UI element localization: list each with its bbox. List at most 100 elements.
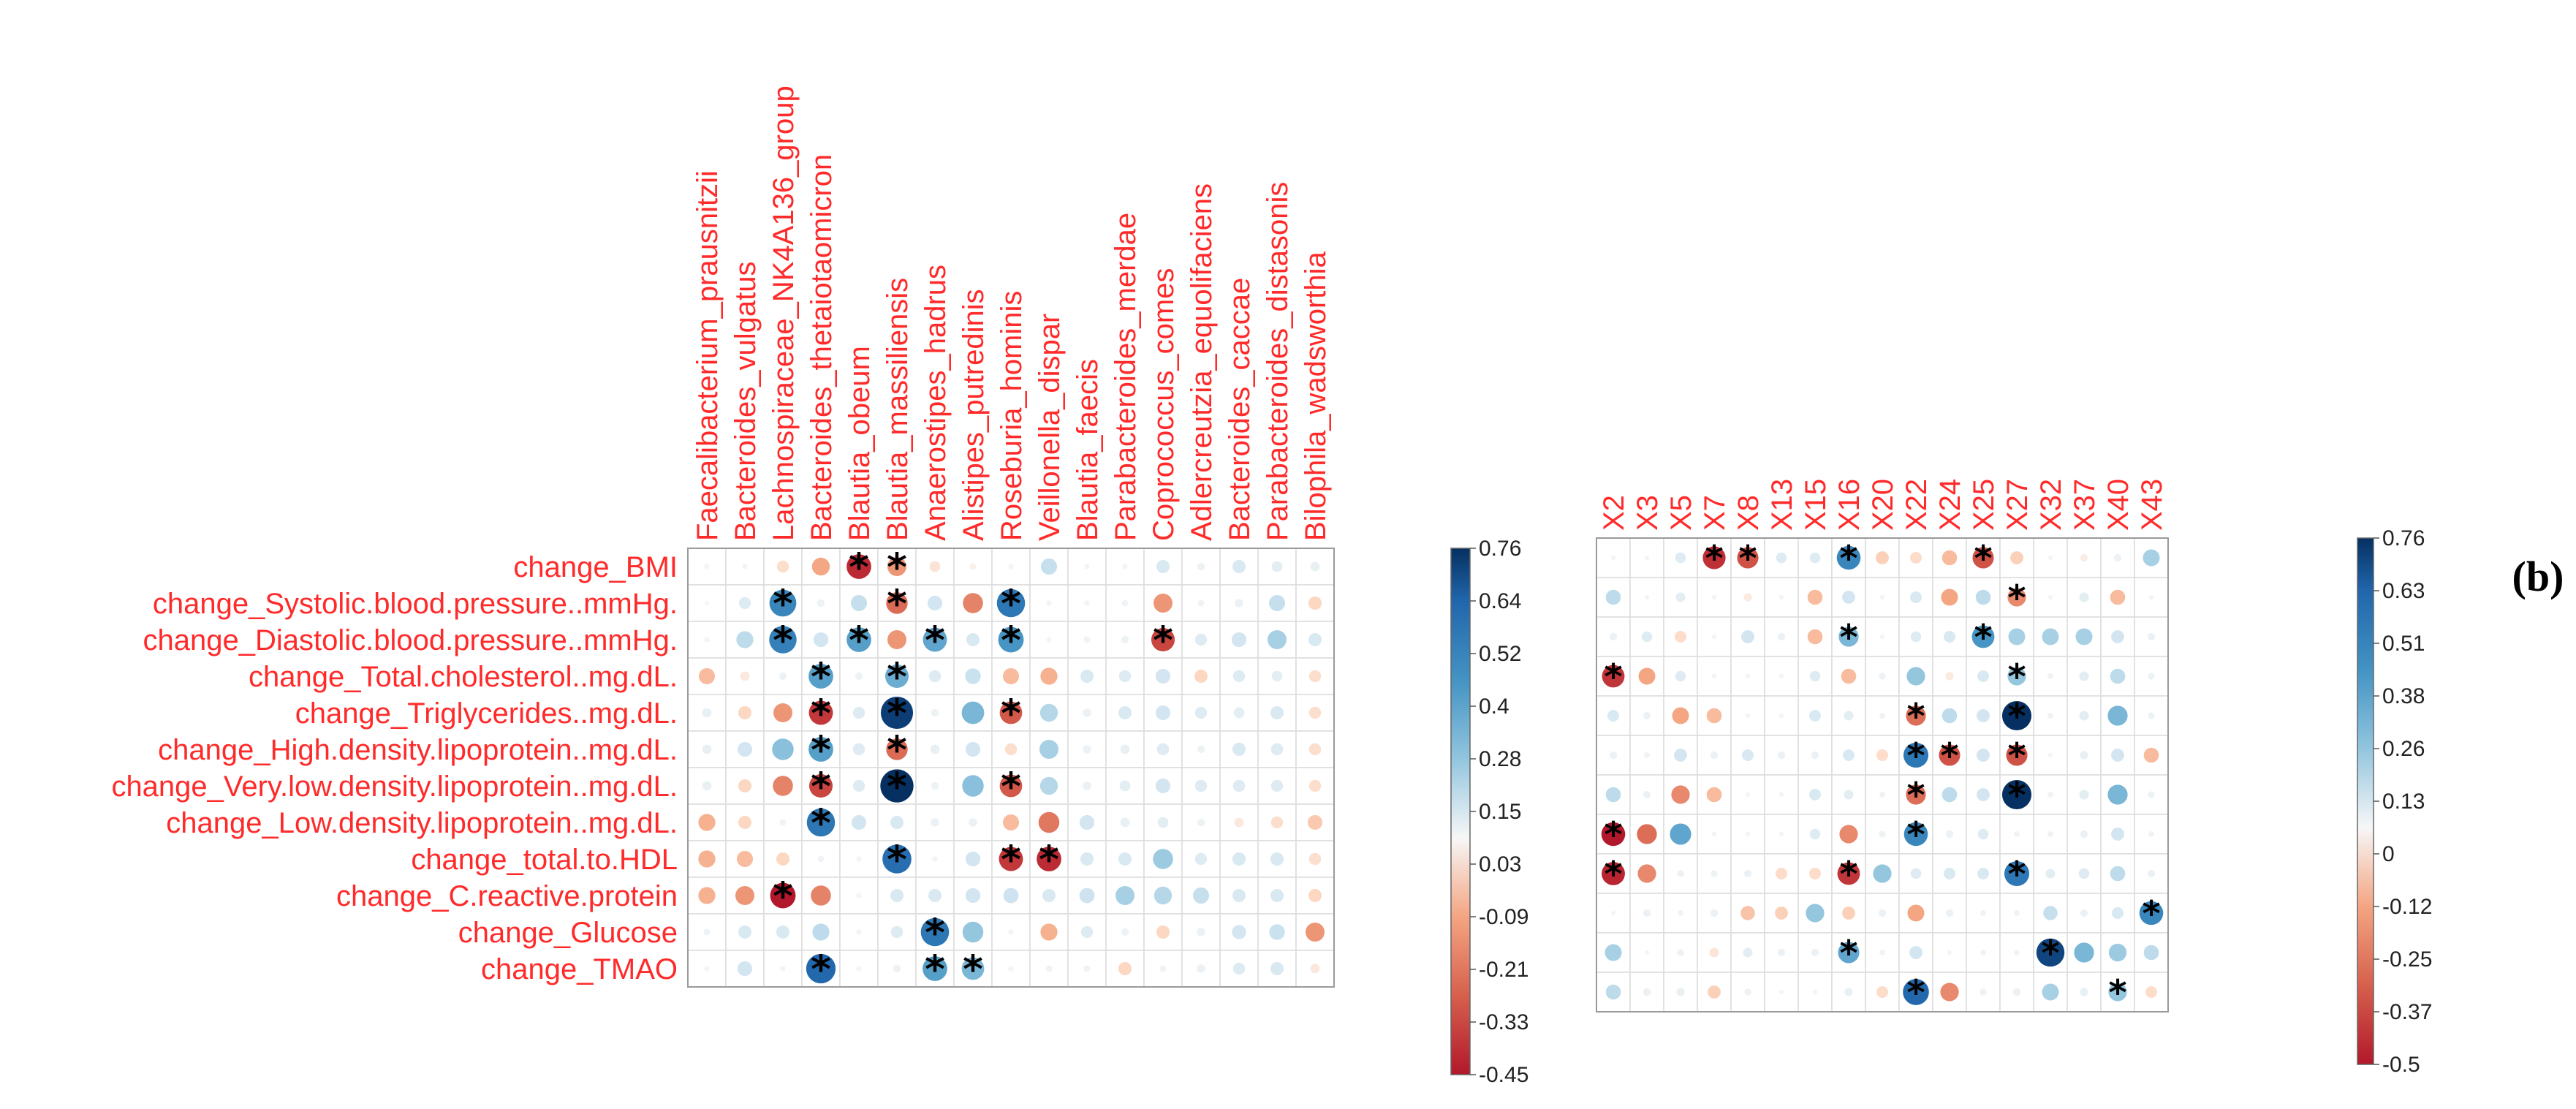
correlation-circle [1118,852,1132,866]
correlation-circle [698,887,716,904]
correlation-circle [1605,944,1622,961]
significance-star: * [1001,692,1021,736]
correlation-circle [931,818,939,827]
correlation-circle [1155,778,1171,794]
correlation-circle [1153,886,1173,905]
correlation-circle [1706,708,1722,724]
row-label: change_Glucose [458,917,678,949]
significance-star: * [1839,617,1857,658]
correlation-circle [1197,928,1205,936]
correlation-circle [1837,862,1860,885]
significance-star: * [1001,618,1021,663]
correlation-circle [852,706,865,719]
correlation-circle [1907,904,1925,922]
correlation-circle [702,708,712,718]
colorbar-tick-label: 0.26 [2382,737,2425,761]
correlation-circle [1601,822,1626,847]
correlation-circle [1308,852,1322,866]
correlation-circle [886,738,908,760]
correlation-circle [1157,817,1169,828]
correlation-circle [1842,906,1855,920]
column-label: X3 [1632,495,1664,531]
correlation-circle [1268,630,1287,649]
correlation-circle [1083,781,1091,790]
correlation-circle [773,703,792,722]
correlation-circle [1977,670,1989,682]
correlation-circle [2001,700,2032,731]
correlation-circle [2014,950,2020,955]
correlation-circle [776,560,789,573]
column-label: Bacteroides_vulgatus [730,262,762,541]
correlation-circle [2004,860,2030,887]
correlation-circle [856,893,862,898]
correlation-circle [1120,817,1130,828]
correlation-circle [1079,887,1095,904]
correlation-circle [962,921,984,943]
correlation-circle [1710,751,1719,760]
panel-label: (b) [2512,553,2564,600]
correlation-circle [1778,831,1784,837]
correlation-circle [2148,594,2154,600]
significance-star: * [1839,854,1857,895]
correlation-circle [1980,988,1987,996]
column-label: X27 [2001,479,2034,531]
colorbar-tick-label: 0.63 [2382,579,2425,603]
column-label: X20 [1867,479,1899,531]
significance-star: * [849,545,869,590]
correlation-circle [961,701,985,724]
correlation-circle [1811,751,1819,760]
column-label: Adlercreutzia_equolifaciens [1186,183,1218,541]
significance-star: * [887,545,907,590]
correlation-circle [887,557,906,576]
correlation-circle [2008,628,2026,646]
correlation-circle [1710,909,1719,917]
correlation-circle [2042,983,2059,1001]
correlation-circle [1910,868,1922,879]
correlation-circle [931,781,939,790]
significance-star: * [811,692,831,736]
correlation-circle [738,925,752,939]
correlation-circle [2143,945,2159,961]
correlation-circle [2043,906,2058,920]
correlation-circle [1879,830,1886,838]
correlation-circle [1675,670,1686,682]
correlation-circle [808,664,833,689]
correlation-circle [1743,869,1752,878]
row-label: change_Triglycerides..mg.dL. [295,697,678,730]
correlation-circle [811,885,831,906]
correlation-circle [773,776,793,796]
correlation-circle [856,929,862,935]
correlation-circle [1777,948,1786,957]
correlation-circle [1643,790,1651,799]
correlation-circle [851,814,867,830]
correlation-circle [740,671,750,681]
correlation-circle [2007,588,2026,607]
correlation-circle [772,738,794,760]
colorbar-tick-label: -0.25 [2382,947,2432,972]
correlation-circle [2047,792,2053,798]
row-label: change_Total.cholesterol..mg.dL. [249,661,678,693]
correlation-circle [1307,814,1323,830]
correlation-circle [1941,588,1958,606]
correlation-circle [1944,868,1955,879]
correlation-circle [1977,749,1990,762]
correlation-circle [1903,979,1929,1005]
correlation-circle [736,850,754,868]
correlation-circle [806,808,836,837]
column-label: X25 [1968,479,2000,531]
correlation-circle [1268,594,1286,612]
correlation-circle [2139,901,2164,926]
correlation-circle [2047,752,2053,758]
significance-star: * [2007,696,2026,737]
correlation-circle [2080,909,2088,917]
colorbar-tick-label: 0.51 [2382,632,2425,656]
correlation-circle [1876,986,1888,998]
correlation-circle [882,844,912,874]
significance-star: * [1974,617,1992,658]
correlation-circle [1638,667,1656,685]
correlation-circle [880,769,914,803]
colorbar-tick-label: -0.09 [1479,905,1528,929]
correlation-circle [1674,749,1687,762]
correlation-circle [1670,823,1692,845]
correlation-circle [1083,745,1091,754]
